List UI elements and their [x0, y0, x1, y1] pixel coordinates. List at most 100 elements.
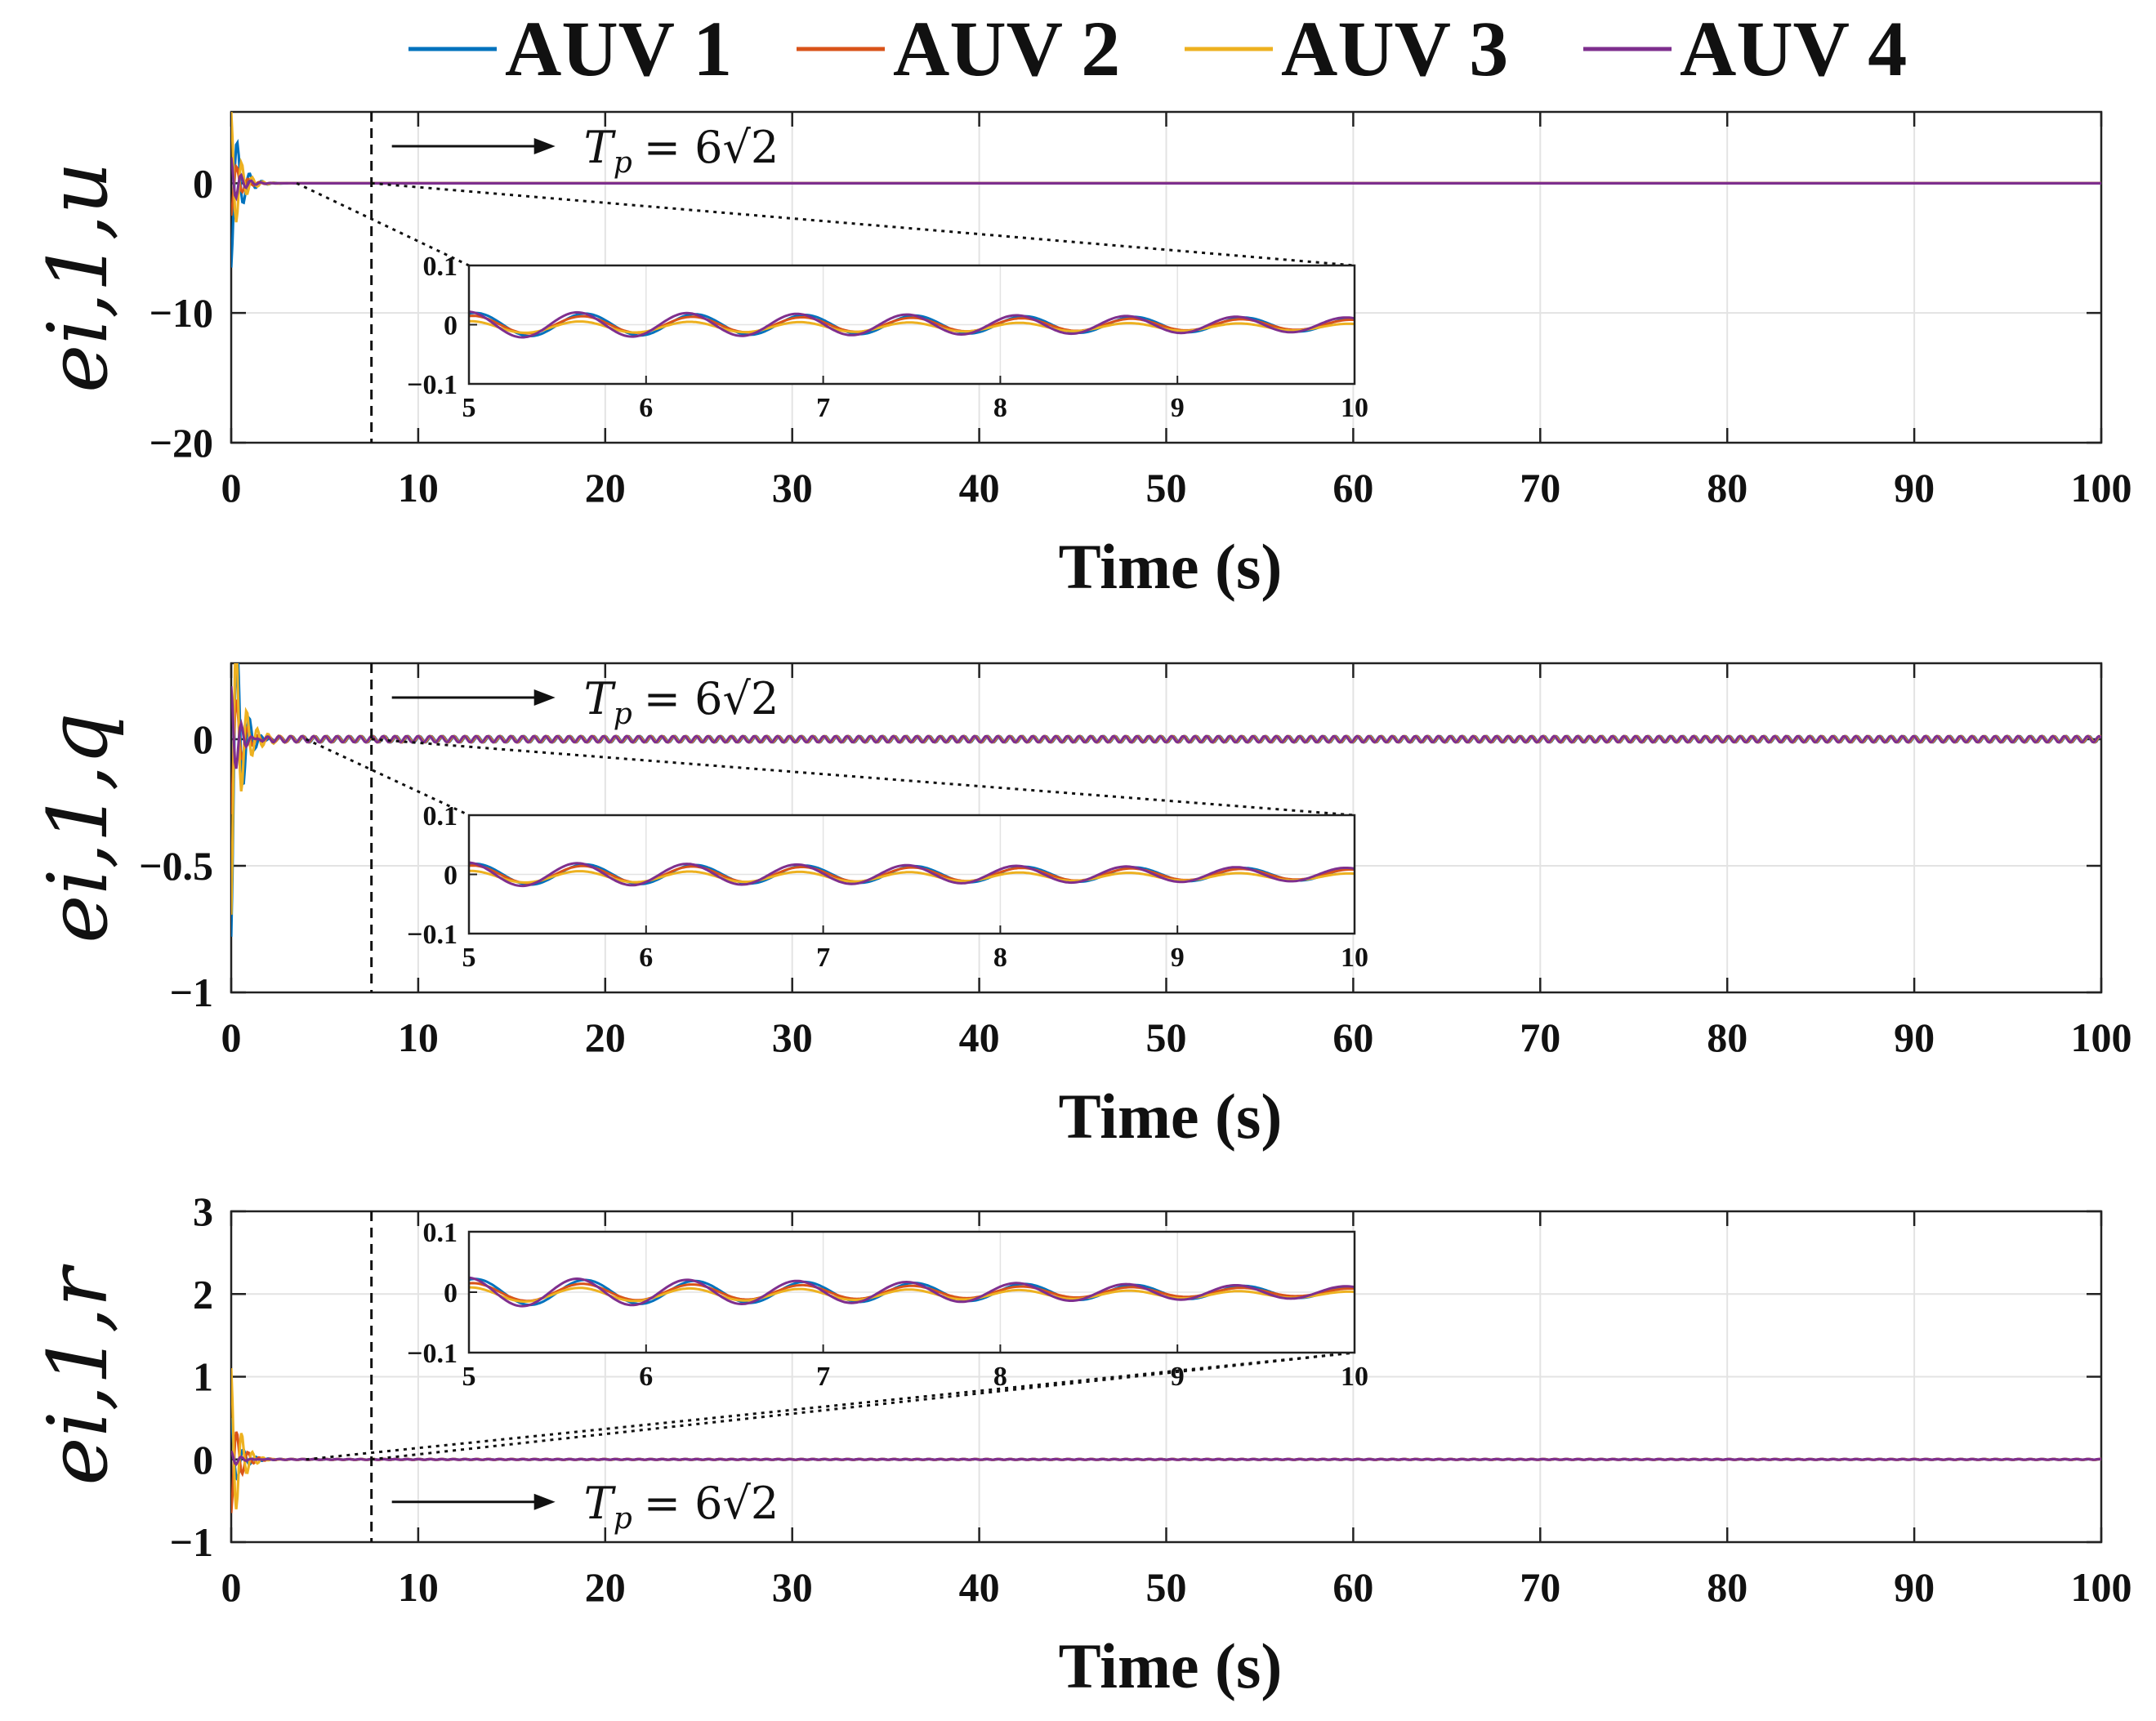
- y-tick-label: 3: [193, 1188, 213, 1234]
- x-tick-label: 60: [1332, 465, 1373, 511]
- y-tick-label: −1: [170, 970, 214, 1015]
- inset-x-tick-label: 9: [1171, 943, 1185, 973]
- inset-x-tick-label: 5: [462, 1362, 476, 1392]
- tp-main: T: [584, 673, 617, 725]
- y-tick-label: −20: [150, 420, 214, 466]
- inset-x-tick-label: 5: [462, 943, 476, 973]
- x-tick-label: 30: [772, 1014, 813, 1060]
- x-tick-label: 60: [1332, 1564, 1373, 1610]
- inset-x-tick-label: 9: [1171, 393, 1185, 423]
- tp-rest: = 6√2: [644, 1478, 779, 1529]
- inset-r: 5 6 7 8 9 10 0.1 0 −0.1: [306, 1218, 1368, 1461]
- legend-entry: AUV 2: [797, 5, 1120, 92]
- inset-series-auv-3: [469, 1286, 1355, 1303]
- inset-x-tick-label: 10: [1341, 943, 1368, 973]
- x-tick-label: 0: [221, 1014, 242, 1060]
- legend-label: AUV 3: [1281, 5, 1508, 92]
- y-tick-label: −10: [150, 290, 214, 336]
- x-tick-label: 90: [1894, 1564, 1935, 1610]
- legend-entry: AUV 1: [408, 5, 732, 92]
- x-tick-label: 70: [1520, 465, 1560, 511]
- inset-x-tick-label: 6: [639, 393, 653, 423]
- tp-rest: = 6√2: [644, 673, 779, 725]
- inset-series-auv-4: [468, 1276, 1355, 1308]
- arrow-head: [533, 1493, 556, 1510]
- inset-x-tick-label: 10: [1341, 393, 1368, 423]
- inset-x-tick-label: 6: [639, 943, 653, 973]
- inset-series-auv-3: [469, 869, 1355, 884]
- inset-y-tick-label: 0.1: [423, 1218, 458, 1248]
- series-line-auv-4: [231, 685, 2101, 769]
- x-tick-label: 70: [1520, 1564, 1560, 1610]
- inset-x-tick-label: 7: [816, 943, 830, 973]
- legend-label: AUV 4: [1680, 5, 1907, 92]
- series-line-auv-4: [231, 157, 2101, 202]
- x-tick-label: 90: [1894, 465, 1935, 511]
- inset-x-tick-label: 8: [993, 393, 1007, 423]
- inset-q: 5 6 7 8 9 10 0.1 0 −0.1: [305, 738, 1368, 973]
- inset-x-tick-label: 5: [462, 393, 476, 423]
- tp-annotation: Tp = 6√2: [584, 1478, 779, 1536]
- x-tick-label: 50: [1146, 465, 1187, 511]
- x-tick-label: 20: [585, 1564, 626, 1610]
- x-tick-label: 10: [398, 1564, 439, 1610]
- tp-sub: p: [614, 698, 632, 731]
- legend-entry: AUV 3: [1185, 5, 1508, 92]
- legend-label: AUV 1: [505, 5, 732, 92]
- tp-annotation: Tp = 6√2: [584, 673, 779, 731]
- x-tick-label: 20: [585, 1014, 626, 1060]
- x-tick-label: 10: [398, 1014, 439, 1060]
- x-tick-label: 100: [2071, 1564, 2132, 1610]
- legend-entry: AUV 4: [1583, 5, 1907, 92]
- x-tick-label: 40: [959, 1564, 1000, 1610]
- x-tick-label: 10: [398, 465, 439, 511]
- inset-y-tick-label: 0: [444, 311, 458, 341]
- y-tick-label: 0: [193, 716, 213, 762]
- zoom-line: [305, 738, 470, 817]
- y-tick-label: 0: [193, 1437, 213, 1482]
- legend-label: AUV 2: [893, 5, 1120, 92]
- inset-x-tick-label: 7: [816, 1362, 830, 1392]
- zoom-line: [371, 181, 1355, 267]
- inset-x-tick-label: 8: [993, 943, 1007, 973]
- inset-series-auv-3: [469, 319, 1355, 334]
- tp-sub: p: [614, 1502, 632, 1536]
- x-tick-label: 80: [1707, 465, 1748, 511]
- x-tick-label: 40: [959, 465, 1000, 511]
- inset-x-tick-label: 6: [639, 1362, 653, 1392]
- x-axis-label: Time (s): [1059, 1630, 1283, 1701]
- x-tick-label: 80: [1707, 1014, 1748, 1060]
- inset-y-tick-label: 0: [444, 861, 458, 891]
- x-tick-label: 50: [1146, 1564, 1187, 1610]
- tp-main: T: [584, 122, 617, 173]
- inset-y-tick-label: 0.1: [423, 252, 458, 282]
- x-axis-label: Time (s): [1059, 1081, 1283, 1152]
- x-tick-label: 50: [1146, 1014, 1187, 1060]
- tp-rest: = 6√2: [644, 122, 779, 173]
- inset-x-tick-label: 10: [1341, 1362, 1368, 1392]
- x-tick-label: 30: [772, 1564, 813, 1610]
- inset-series-auv-4: [468, 861, 1355, 888]
- inset-y-tick-label: 0: [444, 1278, 458, 1309]
- x-tick-label: 100: [2071, 465, 2132, 511]
- y-tick-label: 2: [193, 1271, 213, 1317]
- zoom-line: [371, 738, 1355, 817]
- zoom-line: [371, 1351, 1355, 1461]
- x-tick-label: 80: [1707, 1564, 1748, 1610]
- y-tick-label: −0.5: [139, 843, 213, 889]
- x-tick-label: 0: [221, 465, 242, 511]
- x-tick-label: 30: [772, 465, 813, 511]
- y-tick-label: −1: [170, 1519, 214, 1565]
- inset-x-tick-label: 9: [1171, 1362, 1185, 1392]
- arrow-head: [533, 689, 556, 706]
- inset-y-tick-label: −0.1: [407, 370, 458, 400]
- y-axis-label: ei,1,u: [30, 162, 126, 393]
- x-tick-label: 40: [959, 1014, 1000, 1060]
- y-tick-label: 0: [193, 160, 213, 206]
- inset-y-tick-label: 0.1: [423, 801, 458, 832]
- y-tick-label: 1: [193, 1354, 213, 1400]
